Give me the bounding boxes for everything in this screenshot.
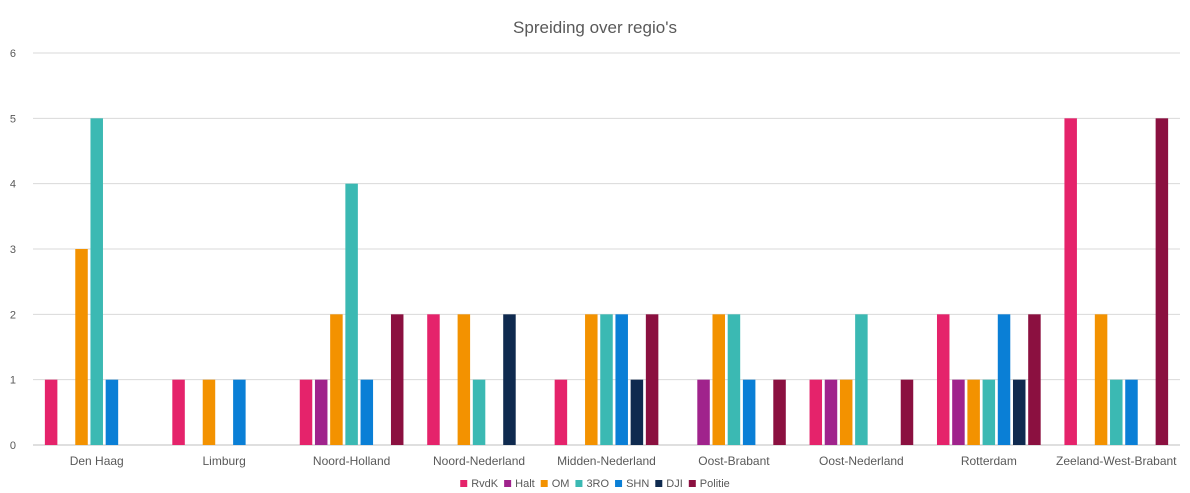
bar-halt-rotterdam [952,380,965,445]
bar-rvdk-den-haag [45,380,58,445]
x-category-label: Rotterdam [961,454,1017,468]
legend-swatch-rvdk [460,480,467,487]
legend-swatch-shn [615,480,622,487]
legend: RvdK Halt OM 3RO SHN DJI Politie [460,478,730,490]
legend-swatch-om [541,480,548,487]
x-category-label: Oost-Brabant [698,454,770,468]
bar-halt-oost-brabant [697,380,710,445]
bar-shn-oost-brabant [743,380,756,445]
bar-3ro-noord-nederland [473,380,486,445]
legend-swatch-politie [689,480,696,487]
bar-om-midden-nederland [585,314,598,445]
bar-shn-zeeland-west-brabant [1125,380,1138,445]
y-tick-label: 6 [10,48,16,60]
bar-dji-noord-nederland [503,314,516,445]
bar-om-noord-holland [330,314,343,445]
y-tick-label: 3 [10,244,16,256]
bar-3ro-noord-holland [345,184,358,445]
bar-3ro-den-haag [90,118,103,445]
bar-rvdk-noord-holland [300,380,313,445]
legend-label-halt: Halt [515,478,535,490]
bar-om-oost-nederland [840,380,853,445]
bar-politie-rotterdam [1028,314,1041,445]
y-tick-label: 4 [10,179,16,191]
bar-om-rotterdam [967,380,980,445]
x-axis-labels: Den Haag Limburg Noord-Holland Noord-Nederl… [70,454,1177,468]
bar-rvdk-zeeland-west-brabant [1064,118,1077,445]
bar-shn-rotterdam [998,314,1011,445]
bar-rvdk-midden-nederland [555,380,568,445]
y-tick-label: 1 [10,375,16,387]
bar-om-noord-nederland [458,314,471,445]
x-category-label: Midden-Nederland [557,454,656,468]
bar-shn-limburg [233,380,246,445]
bar-politie-noord-holland [391,314,404,445]
bar-om-limburg [203,380,216,445]
bar-halt-oost-nederland [825,380,838,445]
legend-swatch-halt [504,480,511,487]
bar-om-zeeland-west-brabant [1095,314,1108,445]
bar-rvdk-oost-nederland [810,380,823,445]
bar-rvdk-noord-nederland [427,314,440,445]
bar-politie-oost-nederland [901,380,914,445]
legend-label-politie: Politie [700,478,730,490]
legend-swatch-dji [655,480,662,487]
bar-3ro-zeeland-west-brabant [1110,380,1123,445]
bar-shn-midden-nederland [615,314,628,445]
x-category-label: Den Haag [70,454,124,468]
legend-label-dji: DJI [666,478,683,490]
bar-shn-noord-holland [361,380,374,445]
bar-om-den-haag [75,249,88,445]
y-tick-label: 5 [10,113,16,125]
bar-3ro-oost-nederland [855,314,868,445]
bars [45,118,1168,445]
legend-label-shn: SHN [626,478,649,490]
legend-label-om: OM [552,478,570,490]
bar-halt-noord-holland [315,380,328,445]
bar-3ro-midden-nederland [600,314,613,445]
chart-title: Spreiding over regio's [513,18,677,37]
x-category-label: Noord-Nederland [433,454,525,468]
x-category-label: Limburg [202,454,245,468]
bar-rvdk-rotterdam [937,314,950,445]
bar-om-oost-brabant [712,314,725,445]
bar-3ro-rotterdam [983,380,996,445]
bar-shn-den-haag [106,380,119,445]
bar-3ro-oost-brabant [728,314,741,445]
bar-politie-oost-brabant [773,380,786,445]
bar-politie-midden-nederland [646,314,659,445]
bar-politie-zeeland-west-brabant [1156,118,1169,445]
x-category-label: Zeeland-West-Brabant [1056,454,1177,468]
y-tick-label: 0 [10,440,16,452]
bar-dji-midden-nederland [631,380,644,445]
legend-swatch-3ro [575,480,582,487]
x-category-label: Oost-Nederland [819,454,904,468]
y-tick-label: 2 [10,309,16,321]
legend-label-3ro: 3RO [586,478,609,490]
x-category-label: Noord-Holland [313,454,390,468]
bar-dji-rotterdam [1013,380,1026,445]
bar-rvdk-limburg [172,380,185,445]
y-axis-ticks: 0 1 2 3 4 5 6 [10,48,16,452]
legend-label-rvdk: RvdK [471,478,499,490]
